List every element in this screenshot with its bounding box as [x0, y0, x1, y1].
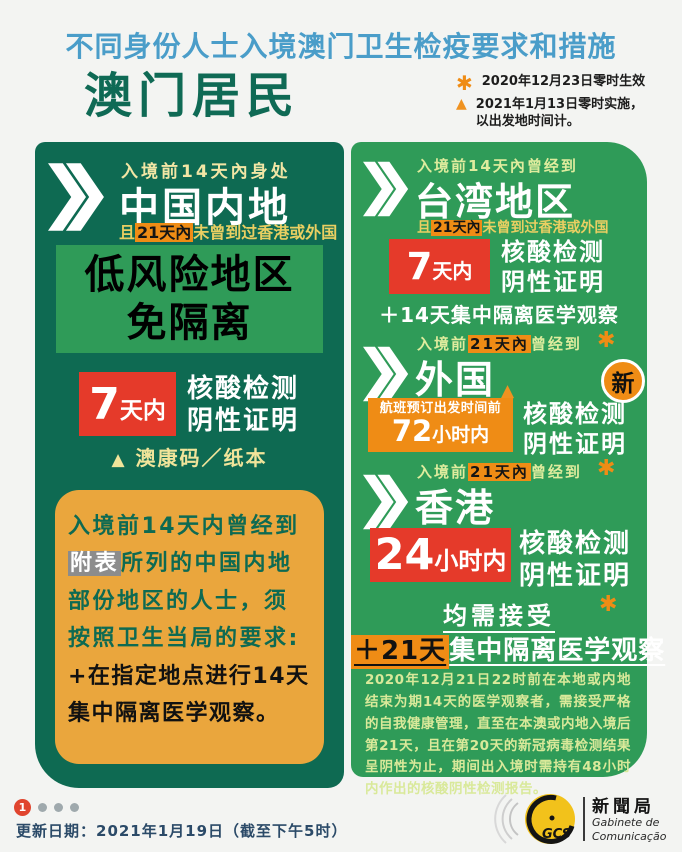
legend-implement-text: 2021年1月13日零时实施， 以出发地时间计。 — [475, 97, 644, 129]
mainland-panel: 入境前14天內身处 中国内地 且 21天內 未曾到过香港或外国 低风险地区 免隔离 … — [35, 142, 344, 788]
update-date: 更新日期：2021年1月19日（截至下午5时） — [16, 822, 348, 840]
mainland-test-requirement: 核酸检测 阴性证明 — [187, 374, 300, 437]
highlight-21days: 21天內 — [135, 223, 194, 242]
highlight-plus21days: ＋21天 — [351, 635, 450, 669]
test-window-unit: 天内 — [119, 398, 166, 424]
triangle-icon: ▲ — [501, 381, 515, 401]
taiwan-precondition: 入境前14天內曾经到 — [417, 157, 578, 175]
mainland-health-code-note: ▲ 澳康码／纸本 — [111, 446, 268, 470]
logo-name-zh: 新聞局 — [592, 796, 655, 817]
page-indicator-dot — [38, 803, 47, 812]
annex-tag: 附表 — [68, 551, 122, 577]
page-indicator-dot — [70, 803, 79, 812]
taiwan-quarantine-note: ＋14天集中隔离医学观察 — [379, 303, 619, 327]
highlight-21days: 21天內 — [468, 335, 531, 353]
foreign-flight-window-box: 航班预订出发时间前 72小时内 — [368, 398, 513, 452]
asterisk-icon: ✱ — [456, 71, 473, 95]
asterisk-icon: ✱ — [597, 456, 616, 481]
footnote: 2020年12月21日22时前在本地或内地结束为期14天的医学观察者，需接受严格… — [365, 672, 631, 798]
foreign-precondition: 入境前 21天內 曾经到 — [417, 335, 582, 353]
highlight-21days: 21天內 — [431, 220, 483, 236]
asterisk-icon: ✱ — [599, 592, 618, 617]
triangle-icon: ▲ — [111, 450, 127, 470]
mainland-result-box: 低风险地区 免隔离 — [56, 245, 323, 353]
foreign-test-requirement: 核酸检测 阴性证明 — [523, 400, 627, 458]
highlight-21days: 21天內 — [468, 463, 531, 481]
page-title: 不同身份人士入境澳门卫生检疫要求和措施 — [65, 30, 617, 63]
hongkong-title: 香港 — [415, 486, 496, 530]
other-origins-panel: 入境前14天內曾经到 台湾地区 且 21天內 未曾到过香港或外国 7 天内 核酸检测 … — [351, 142, 664, 797]
chevron-icon — [363, 473, 409, 531]
asterisk-icon: ✱ — [597, 328, 616, 353]
taiwan-test-requirement: 核酸检测 阴性证明 — [501, 238, 605, 296]
taiwan-test-window-box: 7 天内 — [389, 239, 490, 294]
hongkong-test-requirement: 核酸检测 阴性证明 — [519, 529, 632, 592]
legend-effective: ✱ 2020年12月23日零时生效 — [456, 71, 646, 95]
taiwan-title: 台湾地区 — [415, 180, 576, 224]
result-line2: 免隔离 — [126, 300, 253, 346]
foreign-title: 外国 — [415, 358, 496, 402]
triangle-icon: ▲ — [456, 96, 467, 112]
chevron-icon — [363, 160, 409, 218]
test-window-number: 7 — [89, 378, 120, 430]
page-indicator: 1 — [14, 799, 79, 816]
shared-accept-note: 均需接受 — [443, 602, 555, 630]
logo-name-pt2: Comunicação Social — [592, 830, 666, 843]
page-indicator-dot — [54, 803, 63, 812]
new-badge: 新 — [601, 359, 645, 403]
audience-title: 澳门居民 — [84, 68, 301, 124]
flight-window-label: 航班预订出发时间前 — [379, 401, 502, 416]
logo-acronym: GCS — [542, 827, 571, 842]
page-indicator-current: 1 — [14, 799, 31, 816]
legend-implement: ▲ 2021年1月13日零时实施， 以出发地时间计。 — [456, 96, 645, 131]
logo-name-pt1: Gabinete de — [592, 816, 660, 829]
shared-quarantine-note: ＋21天 集中隔离医学观察 — [351, 630, 664, 669]
result-line1: 低风险地区 — [84, 252, 295, 298]
hongkong-test-window-box: 24 小时内 — [370, 528, 511, 582]
taiwan-condition: 且 21天內 未曾到过香港或外国 — [417, 220, 609, 236]
mainland-test-window-box: 7 天内 — [79, 372, 176, 436]
chevron-icon — [48, 162, 105, 232]
legend-effective-text: 2020年12月23日零时生效 — [481, 74, 646, 89]
mainland-notice-box: 入境前14天内曾经到 附表所列的中国内地 部份地区的人士，须 按照卫生当局的要求… — [55, 490, 324, 764]
legend: ✱ 2020年12月23日零时生效 ▲ 2021年1月13日零时实施， 以出发地时… — [456, 71, 646, 136]
hongkong-precondition: 入境前 21天內 曾经到 — [417, 463, 582, 481]
gcs-logo: GCS 新聞局 Gabinete de Comunicação Social — [486, 790, 682, 852]
mainland-condition: 且 21天內 未曾到过香港或外国 — [119, 223, 338, 242]
chevron-icon — [363, 345, 409, 403]
mainland-precondition: 入境前14天內身处 — [121, 162, 291, 182]
